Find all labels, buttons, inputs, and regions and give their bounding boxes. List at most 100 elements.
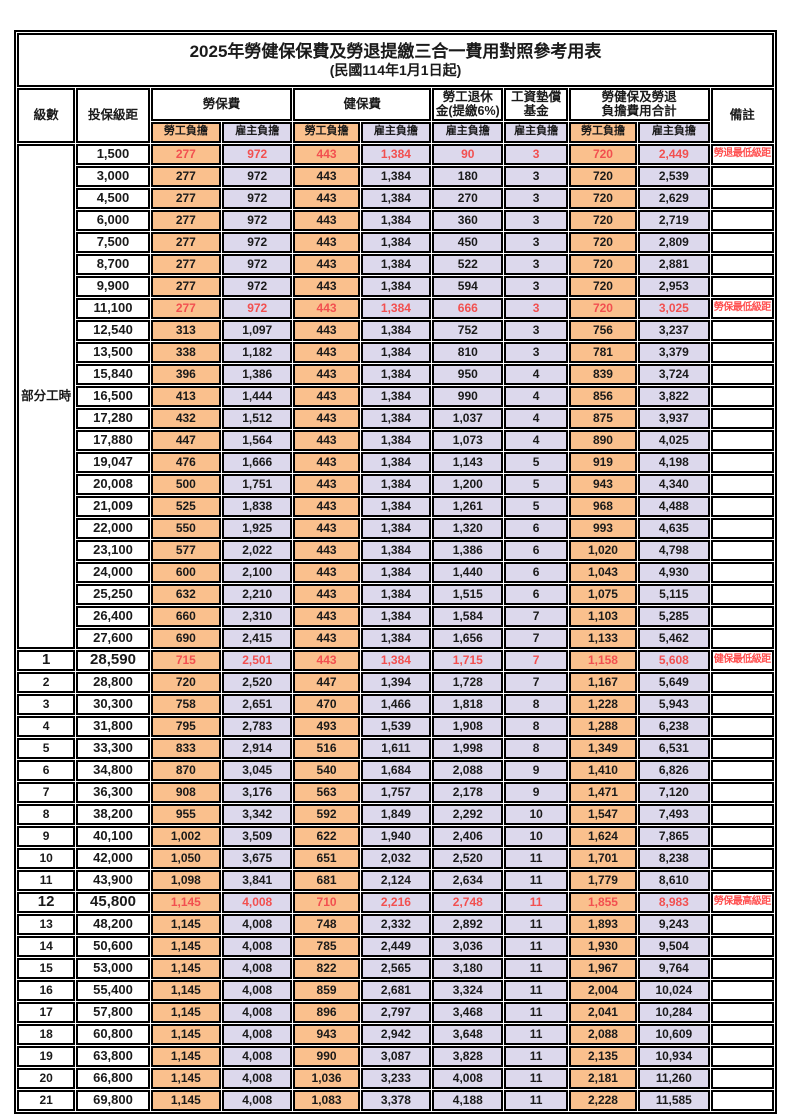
fee-cell: 1,384 <box>360 253 432 275</box>
fee-cell: 10,024 <box>638 979 710 1001</box>
subheader-fund-employer: 雇主負擔 <box>504 121 568 143</box>
fee-cell: 4 <box>504 363 568 385</box>
table-row: 4,500 277 972 443 1,384 270 3 720 2,629 <box>17 187 774 209</box>
fee-cell: 432 <box>150 407 222 429</box>
fee-cell: 443 <box>293 473 360 495</box>
fee-cell: 443 <box>293 561 360 583</box>
table-row: 11 43,900 1,098 3,841 681 2,124 2,634 11 1,779 8,… <box>17 869 774 891</box>
level-cell: 21 <box>17 1089 76 1111</box>
fee-cell: 720 <box>568 143 638 165</box>
fee-cell: 2,797 <box>360 1001 432 1023</box>
table-row: 19 63,800 1,145 4,008 990 3,087 3,828 11 2,135 10… <box>17 1045 774 1067</box>
fee-cell: 443 <box>293 143 360 165</box>
remark-cell <box>710 385 774 407</box>
fee-cell: 1,261 <box>432 495 504 517</box>
fee-cell: 1,103 <box>568 605 638 627</box>
remark-cell: 勞保最低級距 <box>710 297 774 319</box>
fee-cell: 1,410 <box>568 759 638 781</box>
bracket-cell: 33,300 <box>76 737 150 759</box>
fee-cell: 1,930 <box>568 935 638 957</box>
fee-cell: 748 <box>293 913 360 935</box>
fee-cell: 338 <box>150 341 222 363</box>
bracket-cell: 34,800 <box>76 759 150 781</box>
fee-cell: 1,386 <box>432 539 504 561</box>
fee-cell: 443 <box>293 363 360 385</box>
fee-cell: 5,608 <box>638 649 710 671</box>
fee-cell: 443 <box>293 539 360 561</box>
fee-cell: 1,037 <box>432 407 504 429</box>
fee-cell: 785 <box>293 935 360 957</box>
fee-cell: 2,088 <box>568 1023 638 1045</box>
remark-cell <box>710 517 774 539</box>
fee-cell: 180 <box>432 165 504 187</box>
table-row: 21 69,800 1,145 4,008 1,083 3,378 4,188 11 2,228… <box>17 1089 774 1111</box>
fee-cell: 3,828 <box>432 1045 504 1067</box>
fee-cell: 4,188 <box>432 1089 504 1111</box>
header-total-line1: 勞健保及勞退 <box>601 90 677 104</box>
fee-cell: 1,384 <box>360 429 432 451</box>
fee-cell: 1,384 <box>360 275 432 297</box>
bracket-cell: 4,500 <box>76 187 150 209</box>
bracket-cell: 15,840 <box>76 363 150 385</box>
table-row: 14 50,600 1,145 4,008 785 2,449 3,036 11 1,930 9,… <box>17 935 774 957</box>
fee-cell: 3 <box>504 275 568 297</box>
fee-cell: 720 <box>568 165 638 187</box>
fee-cell: 447 <box>293 671 360 693</box>
fee-cell: 3,324 <box>432 979 504 1001</box>
fee-cell: 3 <box>504 165 568 187</box>
header-total: 勞健保及勞退 負擔費用合計 <box>568 88 710 121</box>
part-time-merged-cell: 部分工時 <box>17 143 76 649</box>
table-row: 21,009 525 1,838 443 1,384 1,261 5 968 4,488 <box>17 495 774 517</box>
level-cell: 2 <box>17 671 76 693</box>
fee-cell: 470 <box>293 693 360 715</box>
premium-reference-table: 2025年勞健保保費及勞退提繳三合一費用對照參考用表 (民國114年1月1日起)… <box>14 30 777 1114</box>
level-cell: 15 <box>17 957 76 979</box>
fee-cell: 955 <box>150 803 222 825</box>
fee-cell: 3,342 <box>222 803 293 825</box>
fee-cell: 1,145 <box>150 935 222 957</box>
fee-cell: 1,145 <box>150 979 222 1001</box>
fee-cell: 11 <box>504 891 568 913</box>
header-health-insurance: 健保費 <box>293 88 432 121</box>
remark-cell <box>710 583 774 605</box>
fee-cell: 1,666 <box>222 451 293 473</box>
level-cell: 6 <box>17 759 76 781</box>
fee-cell: 447 <box>150 429 222 451</box>
remark-cell <box>710 979 774 1001</box>
level-cell: 16 <box>17 979 76 1001</box>
fee-cell: 3,025 <box>638 297 710 319</box>
fee-cell: 1,701 <box>568 847 638 869</box>
fee-cell: 1,611 <box>360 737 432 759</box>
fee-cell: 3 <box>504 187 568 209</box>
fee-cell: 11 <box>504 847 568 869</box>
subheader-labor-employer: 雇主負擔 <box>222 121 293 143</box>
fee-cell: 11 <box>504 869 568 891</box>
level-cell: 13 <box>17 913 76 935</box>
table-row: 5 33,300 833 2,914 516 1,611 1,998 8 1,349 6,531 <box>17 737 774 759</box>
remark-cell <box>710 275 774 297</box>
subheader-labor-employee: 勞工負擔 <box>150 121 222 143</box>
remark-cell <box>710 473 774 495</box>
fee-cell: 2,088 <box>432 759 504 781</box>
table-row: 16 55,400 1,145 4,008 859 2,681 3,324 11 2,004 10… <box>17 979 774 1001</box>
fee-cell: 758 <box>150 693 222 715</box>
fee-cell: 4,008 <box>222 1045 293 1067</box>
fee-cell: 822 <box>293 957 360 979</box>
fee-cell: 2,783 <box>222 715 293 737</box>
fee-cell: 752 <box>432 319 504 341</box>
fee-cell: 5 <box>504 451 568 473</box>
fee-cell: 5 <box>504 495 568 517</box>
fee-cell: 2,501 <box>222 649 293 671</box>
fee-cell: 3,378 <box>360 1089 432 1111</box>
fee-cell: 972 <box>222 253 293 275</box>
fee-cell: 972 <box>222 187 293 209</box>
fee-cell: 1,075 <box>568 583 638 605</box>
fee-cell: 443 <box>293 517 360 539</box>
fee-cell: 1,384 <box>360 605 432 627</box>
fee-cell: 3 <box>504 319 568 341</box>
fee-cell: 1,145 <box>150 1089 222 1111</box>
fee-cell: 522 <box>432 253 504 275</box>
fee-cell: 10 <box>504 803 568 825</box>
fee-cell: 690 <box>150 627 222 649</box>
fee-cell: 1,349 <box>568 737 638 759</box>
